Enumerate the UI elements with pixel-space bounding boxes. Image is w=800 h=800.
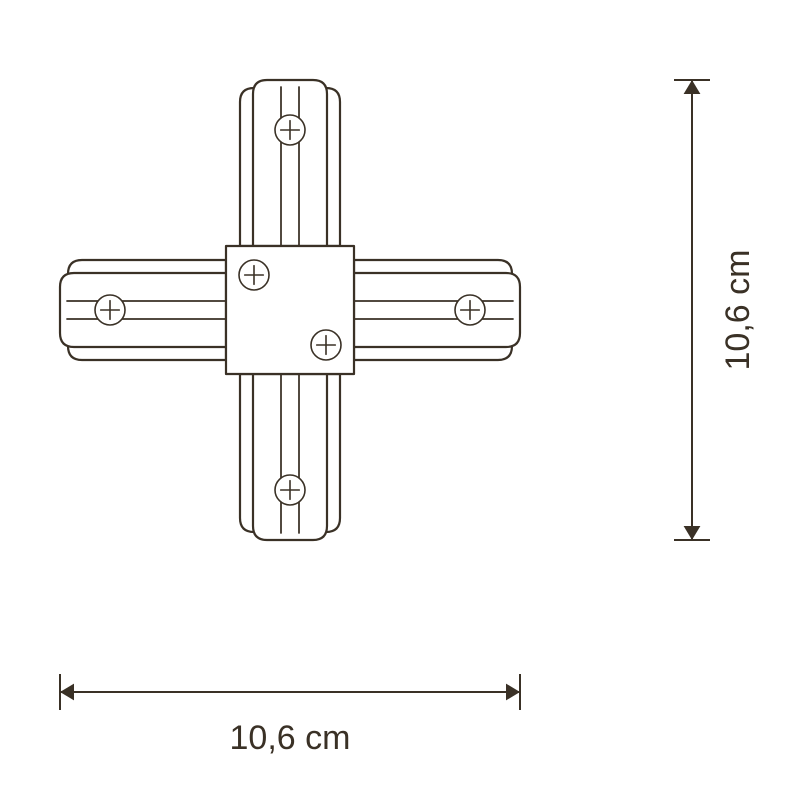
arrow-head bbox=[684, 80, 701, 94]
arm-right-inner bbox=[354, 273, 520, 347]
connector-body bbox=[60, 80, 520, 540]
screw-icon bbox=[239, 260, 269, 290]
technical-diagram: 10,6 cm 10,6 cm bbox=[0, 0, 800, 800]
screw-icon bbox=[455, 295, 485, 325]
dimension-label-height: 10,6 cm bbox=[719, 250, 757, 371]
arm-left-inner bbox=[60, 273, 226, 347]
screw-icon bbox=[275, 475, 305, 505]
screw-icon bbox=[311, 330, 341, 360]
dimension-label-width: 10,6 cm bbox=[230, 719, 351, 757]
arrow-head bbox=[506, 684, 520, 701]
arm-bottom-inner bbox=[253, 374, 327, 540]
screw-icon bbox=[275, 115, 305, 145]
arrow-head bbox=[684, 526, 701, 540]
screw-icon bbox=[95, 295, 125, 325]
arm-top-inner bbox=[253, 80, 327, 246]
arrow-head bbox=[60, 684, 74, 701]
